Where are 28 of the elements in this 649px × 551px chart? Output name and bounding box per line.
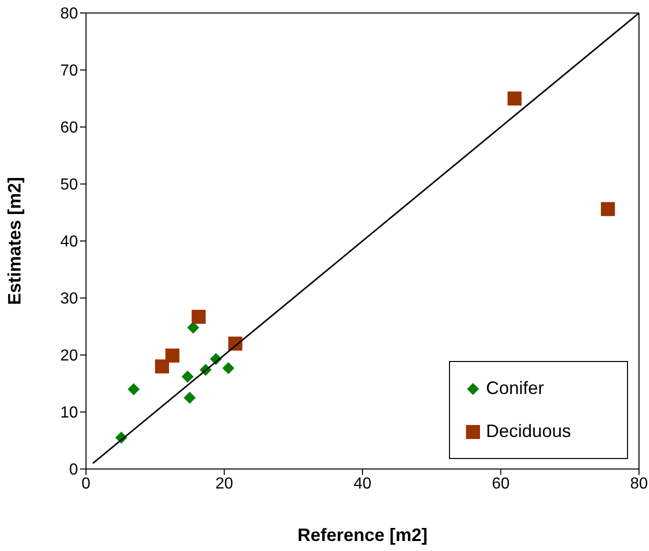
y-tick-label: 70 <box>60 62 78 80</box>
point <box>222 362 234 374</box>
point <box>182 370 194 383</box>
point <box>187 322 200 334</box>
y-tick-label: 80 <box>60 6 78 23</box>
y-tick-label: 10 <box>60 404 78 422</box>
point <box>128 383 140 396</box>
point <box>600 202 615 216</box>
point <box>192 310 206 324</box>
y-tick-label: 40 <box>60 234 78 251</box>
y-axis-title: Estimates [m2] <box>4 176 24 306</box>
point <box>165 348 180 363</box>
point <box>184 392 196 404</box>
x-axis-title: Reference [m2] <box>297 525 428 545</box>
x-tick-label: 0 <box>82 475 91 492</box>
x-tick-label: 20 <box>215 475 234 492</box>
y-tick-label: 50 <box>60 176 78 194</box>
x-tick-label: 60 <box>492 475 510 492</box>
point <box>155 359 170 374</box>
y-tick-label: 60 <box>60 120 78 137</box>
x-tick-label: 80 <box>630 475 648 492</box>
y-tick-label: 20 <box>60 348 78 365</box>
x-tick-label: 40 <box>354 475 372 492</box>
legend-label: Conifer <box>486 378 544 399</box>
y-tick-label: 0 <box>69 462 78 479</box>
point <box>508 92 522 106</box>
legend-label: Deciduous <box>486 421 572 442</box>
y-tick-label: 30 <box>60 290 78 308</box>
